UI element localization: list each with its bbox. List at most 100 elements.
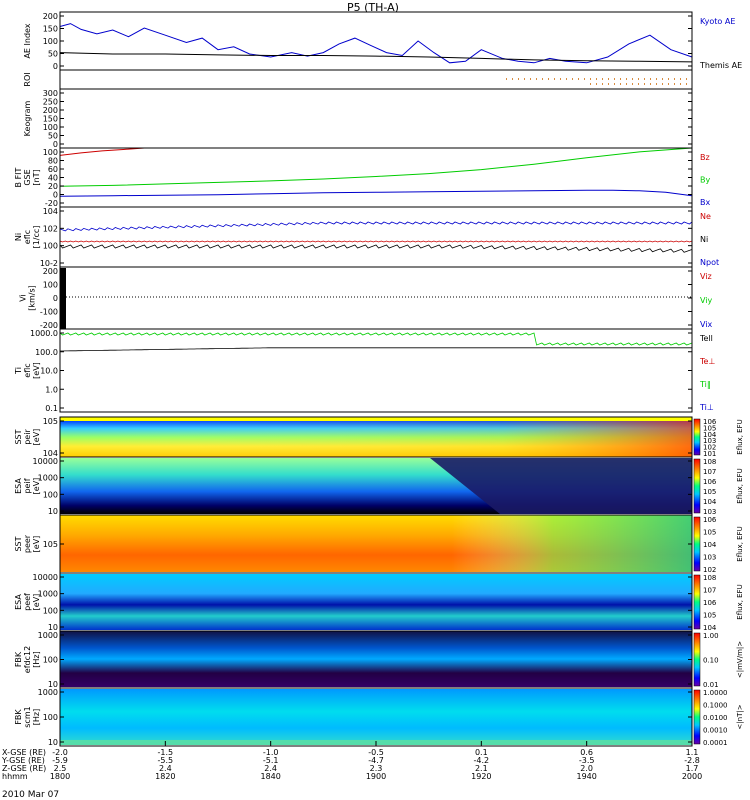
colorbar-fbk1 bbox=[693, 632, 701, 687]
spectrogram-layer bbox=[60, 417, 692, 745]
colorbar-label-esa2: Eflux, EFU bbox=[736, 584, 744, 619]
ylabel-ae-0: AE Index bbox=[23, 23, 32, 58]
ytick-label-keogram-0: 0 bbox=[53, 140, 58, 149]
ylabel-fbk2-1: scm1 bbox=[23, 706, 32, 727]
xaxis-tick-label-z_gse-4: 2.1 bbox=[475, 764, 488, 773]
legends-and-colorbars: Kyoto AE Themis AE Bz By Bx Ne Ni Npot Viz Viy Vix… bbox=[693, 17, 744, 747]
ytick-label-sst2-0: 105 bbox=[43, 540, 58, 549]
xaxis-row-label-3: hhmm bbox=[2, 772, 28, 781]
ytick-label-fbk2-2: 1000 bbox=[38, 688, 58, 697]
colorbar-tick-esa2-3: 107 bbox=[703, 587, 716, 595]
ylabel-velocity-0: Vi bbox=[19, 294, 28, 302]
ylabel-bfield-0: B FIT bbox=[14, 167, 23, 187]
ytick-label-esa2-0: 10 bbox=[48, 623, 58, 632]
xaxis-tick-label-y_gse-5: -3.5 bbox=[579, 756, 595, 765]
xaxis-tick-label-time-2: 1840 bbox=[260, 772, 280, 781]
ytick-label-temperature-1: 1.0 bbox=[45, 385, 58, 394]
fbk1-spectrogram-fill bbox=[60, 631, 692, 687]
ylabel-density-2: [1/cc] bbox=[32, 226, 41, 249]
ylabel-fbk1-1: efdc12 bbox=[23, 646, 32, 673]
ytick-label-bfield-0: -20 bbox=[45, 199, 58, 208]
xaxis-tick-label-time-4: 1920 bbox=[471, 772, 491, 781]
colorbar-tick-fbk1-2: 1.00 bbox=[703, 632, 719, 640]
ytick-label-sst1-1: 105 bbox=[43, 417, 58, 426]
ytick-label-keogram-3: 150 bbox=[43, 115, 58, 124]
ylabel-temperature-2: [eV] bbox=[32, 362, 41, 379]
ytick-label-fbk2-0: 10 bbox=[48, 738, 58, 747]
xaxis-tick-label-time-1: 1820 bbox=[155, 772, 175, 781]
ytick-label-velocity-3: 100 bbox=[43, 281, 58, 290]
x-axis: X-GSE (RE)Y-GSE (RE)Z-GSE (RE)hhmm-2.0-5… bbox=[1, 741, 702, 781]
ytick-label-bfield-3: 40 bbox=[48, 174, 58, 183]
ytick-label-keogram-5: 250 bbox=[43, 98, 58, 107]
legend-ae-1: Themis AE bbox=[699, 61, 742, 70]
colorbar-tick-fbk1-1: 0.10 bbox=[703, 657, 719, 665]
panel-frame-velocity bbox=[59, 266, 693, 330]
ylabel-velocity-1: [km/s] bbox=[28, 285, 37, 311]
colorbar-tick-esa2-2: 106 bbox=[703, 599, 717, 607]
ytick-label-bfield-4: 60 bbox=[48, 165, 58, 174]
series-bfield-2 bbox=[59, 189, 693, 197]
ytick-label-keogram-1: 50 bbox=[48, 132, 58, 141]
colorbar-tick-sst2-2: 104 bbox=[703, 541, 717, 549]
fbk2-spectrogram-fill bbox=[60, 689, 692, 745]
legend-bfield-0: Bz bbox=[700, 153, 710, 162]
xaxis-tick-label-z_gse-5: 2.0 bbox=[580, 764, 593, 773]
colorbar-tick-sst2-0: 102 bbox=[703, 566, 716, 574]
colorbar-sst2 bbox=[693, 516, 701, 572]
colorbar-tick-sst2-1: 103 bbox=[703, 554, 716, 562]
ytick-label-bfield-5: 80 bbox=[48, 157, 58, 166]
xaxis-tick-label-time-0: 1800 bbox=[50, 772, 70, 781]
ytick-label-esa2-3: 10000 bbox=[33, 573, 58, 582]
colorbar-tick-esa2-4: 108 bbox=[703, 574, 716, 582]
density-npot-trace bbox=[59, 221, 693, 232]
ylabel-fbk1-2: [Hz] bbox=[32, 651, 41, 667]
series-ae-1 bbox=[59, 52, 693, 63]
colorbar-tick-esa1-2: 105 bbox=[703, 488, 716, 496]
sst2-spectrogram-right bbox=[60, 515, 692, 572]
legend-bfield-1: By bbox=[700, 176, 710, 185]
xaxis-tick-label-z_gse-3: 2.3 bbox=[370, 764, 383, 773]
colorbar-label-esa1: Eflux, EFU bbox=[736, 468, 744, 503]
ylabel-esa2-2: [eV] bbox=[32, 594, 41, 611]
ylabel-temperature-1: eflc bbox=[23, 363, 32, 377]
ylabel-temperature-0: Ti bbox=[14, 367, 23, 375]
colorbar-fbk2 bbox=[693, 689, 701, 745]
legend-velocity-1: Viy bbox=[700, 296, 713, 305]
ylabel-fbk1-0: FBK bbox=[14, 651, 23, 667]
ytick-label-ae-1: 50 bbox=[48, 50, 58, 59]
ylabel-esa1-1: peif bbox=[23, 478, 32, 493]
xaxis-tick-label-z_gse-0: 2.5 bbox=[54, 764, 67, 773]
series-bfield-0 bbox=[59, 147, 145, 156]
colorbar-tick-esa1-5: 108 bbox=[703, 458, 716, 466]
ytick-label-esa1-1: 100 bbox=[43, 490, 58, 499]
ylabel-sst2-1: peer bbox=[23, 534, 32, 553]
ytick-label-fbk2-1: 100 bbox=[43, 713, 58, 722]
ytick-label-sst1-0: 104 bbox=[43, 449, 58, 458]
y-axis-labels: AE Index050100150200ROIKeogram0501001502… bbox=[14, 12, 58, 747]
ytick-label-velocity-1: -100 bbox=[40, 308, 58, 317]
legend-temperature-1: Te⊥ bbox=[699, 357, 715, 366]
colorbar-tick-esa1-4: 107 bbox=[703, 468, 716, 476]
ytick-label-velocity-0: -200 bbox=[40, 321, 58, 330]
density-ne-trace bbox=[59, 240, 693, 243]
ytick-label-keogram-2: 100 bbox=[43, 123, 58, 132]
ylabel-sst1-0: SST bbox=[14, 429, 23, 444]
ytick-label-density-1: 100 bbox=[43, 242, 58, 251]
panel-frames bbox=[59, 11, 693, 747]
ylabel-density-1: eflc bbox=[23, 230, 32, 244]
ytick-label-esa1-0: 10 bbox=[48, 507, 58, 516]
series-bfield-1 bbox=[59, 147, 693, 187]
legend-bfield-2: Bx bbox=[700, 198, 710, 207]
ytick-label-ae-4: 200 bbox=[43, 12, 58, 21]
colorbar-tick-sst1-1: 102 bbox=[703, 444, 716, 452]
ytick-label-temperature-0: 0.1 bbox=[45, 404, 58, 413]
xaxis-row-label-0: X-GSE (RE) bbox=[2, 748, 46, 757]
legend-density-2: Npot bbox=[700, 258, 719, 267]
ytick-label-velocity-2: 0 bbox=[53, 294, 58, 303]
panel-frame-temperature bbox=[59, 328, 693, 413]
colorbar-tick-sst1-3: 104 bbox=[703, 431, 717, 439]
xaxis-tick-label-x_gse-4: 0.1 bbox=[475, 748, 488, 757]
ylabel-sst1-2: [eV] bbox=[32, 429, 41, 446]
